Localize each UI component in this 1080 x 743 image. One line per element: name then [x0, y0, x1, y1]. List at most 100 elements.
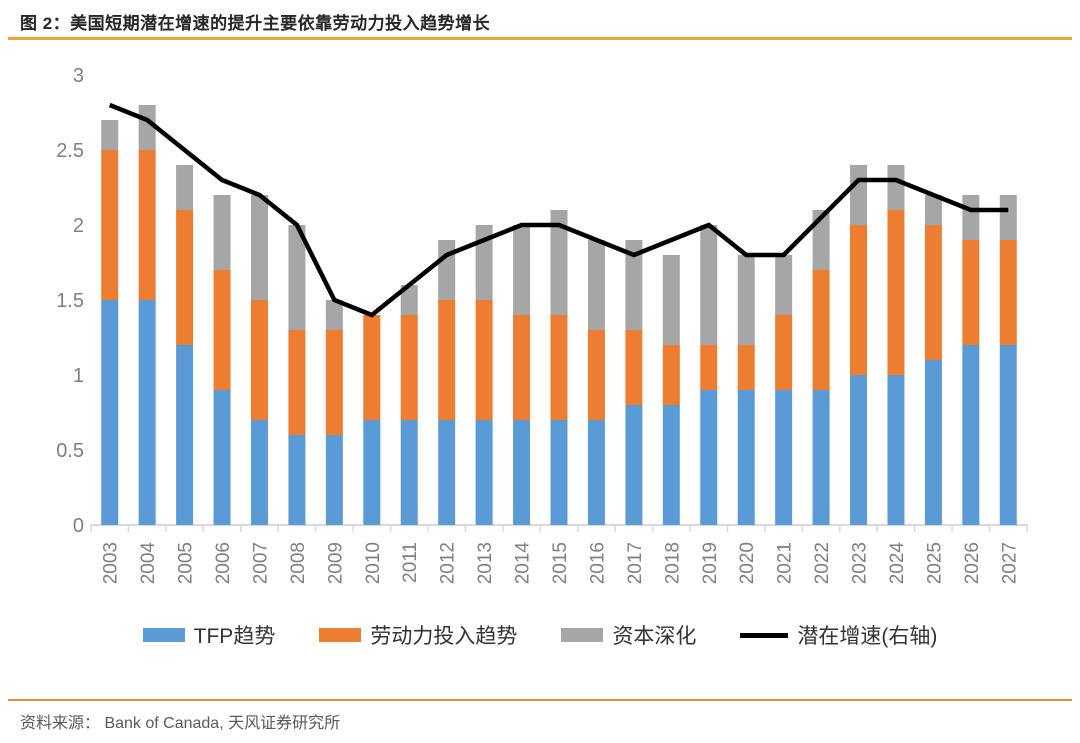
bar-segment-2011: [400, 285, 418, 315]
bar-segment-2025: [924, 195, 942, 225]
bar-segment-2025: [924, 360, 942, 525]
x-axis-category-label: 2015: [550, 542, 571, 584]
bar-segment-2016: [587, 240, 605, 330]
x-axis-category-label: 2011: [400, 542, 421, 583]
bar-segment-2013: [475, 300, 493, 420]
bar-segment-2024: [887, 210, 905, 375]
bar-segment-2018: [662, 405, 680, 525]
legend-label-potential-growth: 潜在增速(右轴): [797, 625, 938, 648]
bar-segment-2011: [400, 315, 418, 420]
x-axis-category-label: 2022: [812, 542, 833, 584]
y-axis-tick-label: 2: [73, 215, 84, 237]
x-axis-category-label: 2008: [288, 542, 309, 584]
bar-segment-2009: [325, 435, 343, 525]
bar-segment-2018: [662, 255, 680, 345]
bar-segment-2013: [475, 420, 493, 525]
x-axis-category-label: 2009: [325, 542, 346, 584]
legend-item-potential-growth: 潜在增速(右轴): [740, 620, 937, 650]
x-axis-category-label: 2021: [775, 542, 796, 584]
bar-segment-2005: [176, 165, 194, 210]
bar-segment-2017: [625, 405, 643, 525]
bar-segment-2004: [138, 150, 156, 300]
bar-segment-2018: [662, 345, 680, 405]
legend-swatch-labor: [319, 628, 362, 642]
bar-segment-2019: [700, 225, 718, 345]
legend-item-labor: 劳动力投入趋势: [319, 620, 517, 650]
bar-segment-2027: [999, 240, 1017, 345]
bar-segment-2008: [288, 330, 306, 435]
legend-label-labor: 劳动力投入趋势: [370, 625, 518, 648]
legend-swatch-tfp: [142, 628, 185, 642]
x-axis-category-label: 2020: [737, 542, 758, 584]
bar-segment-2012: [438, 240, 456, 300]
bar-segment-2026: [962, 345, 980, 525]
legend-label-capital: 资本深化: [612, 625, 697, 648]
x-axis-category-label: 2004: [138, 542, 159, 585]
bar-segment-2017: [625, 240, 643, 330]
bar-segment-2023: [850, 225, 868, 375]
x-axis-category-label: 2025: [924, 542, 945, 584]
bar-segment-2021: [775, 390, 793, 525]
bar-segment-2026: [962, 240, 980, 345]
bar-segment-2016: [587, 330, 605, 420]
legend-swatch-capital: [561, 628, 604, 642]
bar-segment-2014: [513, 420, 531, 525]
x-axis-category-label: 2024: [887, 542, 908, 585]
bar-segment-2026: [962, 195, 980, 240]
bar-segment-2020: [737, 390, 755, 525]
bar-segment-2017: [625, 330, 643, 405]
bar-segment-2008: [288, 435, 306, 525]
legend-swatch-potential-line: [740, 632, 789, 638]
title-accent-rule: [8, 37, 1072, 40]
bar-segment-2003: [101, 120, 119, 150]
bar-segment-2009: [325, 330, 343, 435]
x-axis-category-label: 2018: [662, 542, 683, 584]
bar-segment-2019: [700, 345, 718, 390]
x-axis-category-label: 2023: [850, 542, 871, 584]
y-axis-tick-label: 0: [73, 515, 84, 537]
figure-title: 图 2：美国短期潜在增速的提升主要依靠劳动力投入趋势增长: [20, 14, 491, 33]
bar-segment-2006: [213, 390, 231, 525]
bar-segment-2019: [700, 390, 718, 525]
bar-segment-2024: [887, 165, 905, 210]
bar-segment-2003: [101, 300, 119, 525]
x-axis-category-label: 2019: [700, 542, 721, 584]
bar-segment-2009: [325, 300, 343, 330]
x-axis-category-label: 2027: [999, 542, 1020, 584]
bar-segment-2027: [999, 345, 1017, 525]
potential-growth-line: [108, 102, 1009, 318]
legend-item-tfp: TFP趋势: [142, 620, 276, 650]
y-axis-tick-label: 0.5: [56, 440, 84, 462]
bar-segment-2014: [513, 315, 531, 420]
x-axis-category-label: 2017: [625, 542, 646, 584]
bar-segment-2016: [587, 420, 605, 525]
bar-segment-2005: [176, 210, 194, 345]
y-axis-tick-label: 3: [73, 65, 84, 87]
x-axis-category-label: 2003: [101, 542, 122, 584]
x-axis-category-label: 2014: [513, 542, 534, 585]
bar-segment-2022: [812, 270, 830, 390]
chart-area: 0 0.5 1 1.5 2 2.5 3 2003 2004 2005 2006 2007 2008 200…: [0, 45, 1080, 615]
bar-segment-2020: [737, 255, 755, 345]
legend-label-tfp: TFP趋势: [193, 625, 276, 648]
bar-segment-2025: [924, 225, 942, 360]
chart-legend: TFP趋势 劳动力投入趋势 资本深化 潜在增速(右轴): [0, 620, 1080, 650]
bar-segment-2008: [288, 225, 306, 330]
y-axis-tick-label: 2.5: [56, 140, 84, 162]
x-axis-category-label: 2005: [176, 542, 197, 584]
source-note: 资料来源： Bank of Canada, 天风证券研究所: [20, 715, 341, 732]
bar-segment-2022: [812, 210, 830, 270]
bar-segment-2027: [999, 195, 1017, 240]
x-axis-category-label: 2012: [438, 542, 459, 584]
bar-segment-2006: [213, 270, 231, 390]
bar-segment-2022: [812, 390, 830, 525]
bar-segment-2006: [213, 195, 231, 270]
bar-segment-2015: [550, 420, 568, 525]
x-axis-category-label: 2026: [962, 542, 983, 584]
bar-segment-2007: [250, 420, 268, 525]
bar-segment-2004: [138, 300, 156, 525]
bar-segment-2005: [176, 345, 194, 525]
bar-segment-2015: [550, 315, 568, 420]
bar-segment-2007: [250, 300, 268, 420]
bar-segment-2024: [887, 375, 905, 525]
